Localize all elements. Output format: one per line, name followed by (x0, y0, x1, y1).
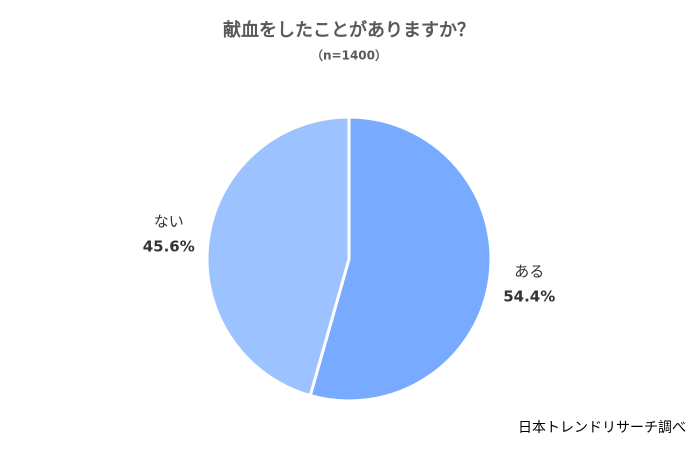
chart-title: 献血をしたことがありますか？ (223, 19, 475, 41)
chart-subtitle: （n=1400） (311, 48, 387, 63)
source-note: 日本トレンドリサーチ調べ (518, 420, 686, 436)
slice-value-label: 54.4% (503, 288, 555, 306)
pie-slice (205, 115, 351, 398)
slice-label: ない (154, 212, 184, 230)
pie-slice (308, 115, 493, 403)
slice-value-label: 45.6% (143, 237, 195, 255)
slice-label: ある (514, 263, 544, 281)
